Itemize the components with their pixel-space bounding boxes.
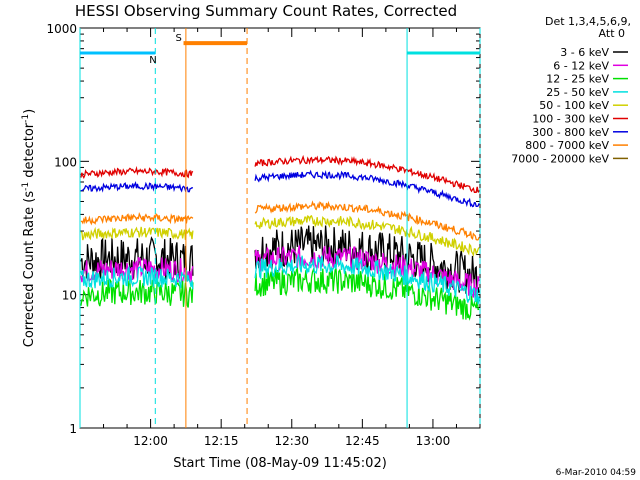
series-line [254,169,480,208]
series-line [80,277,194,308]
series-line [80,180,194,193]
series-trace [80,253,480,305]
series-line [254,253,480,305]
series-line [80,226,194,241]
series-line [80,257,194,283]
y-tick-label: 10 [62,289,77,303]
series-line [80,165,194,180]
legend-label: 100 - 300 keV [532,113,609,126]
legend-label: 25 - 50 keV [546,86,609,99]
x-tick-label: 12:00 [133,434,168,448]
series-line [80,211,194,226]
flag-label: N [149,55,156,66]
series-trace [80,200,480,241]
y-axis-label: Corrected Count Rate (s-1 detector-1) [21,109,37,347]
legend-label: 3 - 6 keV [560,46,609,59]
series-line [254,214,480,257]
legend-header-line-2: Att 0 [599,27,625,40]
marker-lines: NS [79,28,481,428]
series-trace [80,214,480,257]
series-line [254,245,480,298]
plot-frame [79,27,481,429]
y-axis-label-sup1: -1 [21,182,31,191]
series-traces [80,154,480,321]
y-tick-label: 1 [69,422,77,436]
series-trace [80,154,480,194]
legend-label: 7000 - 20000 keV [511,152,609,165]
y-axis-label-end: ) [22,109,37,114]
series-line [254,154,480,194]
series-line [254,200,480,241]
legend-label: 800 - 7000 keV [525,139,609,152]
y-tick-label: 1000 [46,22,77,36]
x-tick-label: 12:30 [274,434,309,448]
series-line [80,264,194,290]
y-axis-label-mid: detector [22,122,37,182]
legend-header-line-1: Det 1,3,4,5,6,9, [545,15,631,28]
timestamp: 6-Mar-2010 04:59 [556,468,637,478]
y-axis: 1 10 100 1000 [46,22,480,436]
legend-label: 6 - 12 keV [553,59,609,72]
y-axis-label-main: Corrected Count Rate (s [22,191,37,348]
x-axis: 12:00 12:15 12:30 12:45 13:00 [79,28,481,448]
x-tick-label: 12:15 [204,434,239,448]
chart-title: HESSI Observing Summary Count Rates, Cor… [75,2,457,20]
x-axis-label: Start Time (08-May-09 11:45:02) [173,456,387,471]
series-trace [80,169,480,208]
x-tick-label: 13:00 [416,434,451,448]
y-axis-label-sup2: -1 [21,114,31,123]
series-trace [80,245,480,298]
flag-label: S [176,33,182,44]
legend-label: 50 - 100 keV [539,99,609,112]
legend-label: 12 - 25 keV [546,73,609,86]
x-tick-label: 12:45 [345,434,380,448]
legend-label: 300 - 800 keV [532,126,609,139]
y-tick-label: 100 [54,155,77,169]
